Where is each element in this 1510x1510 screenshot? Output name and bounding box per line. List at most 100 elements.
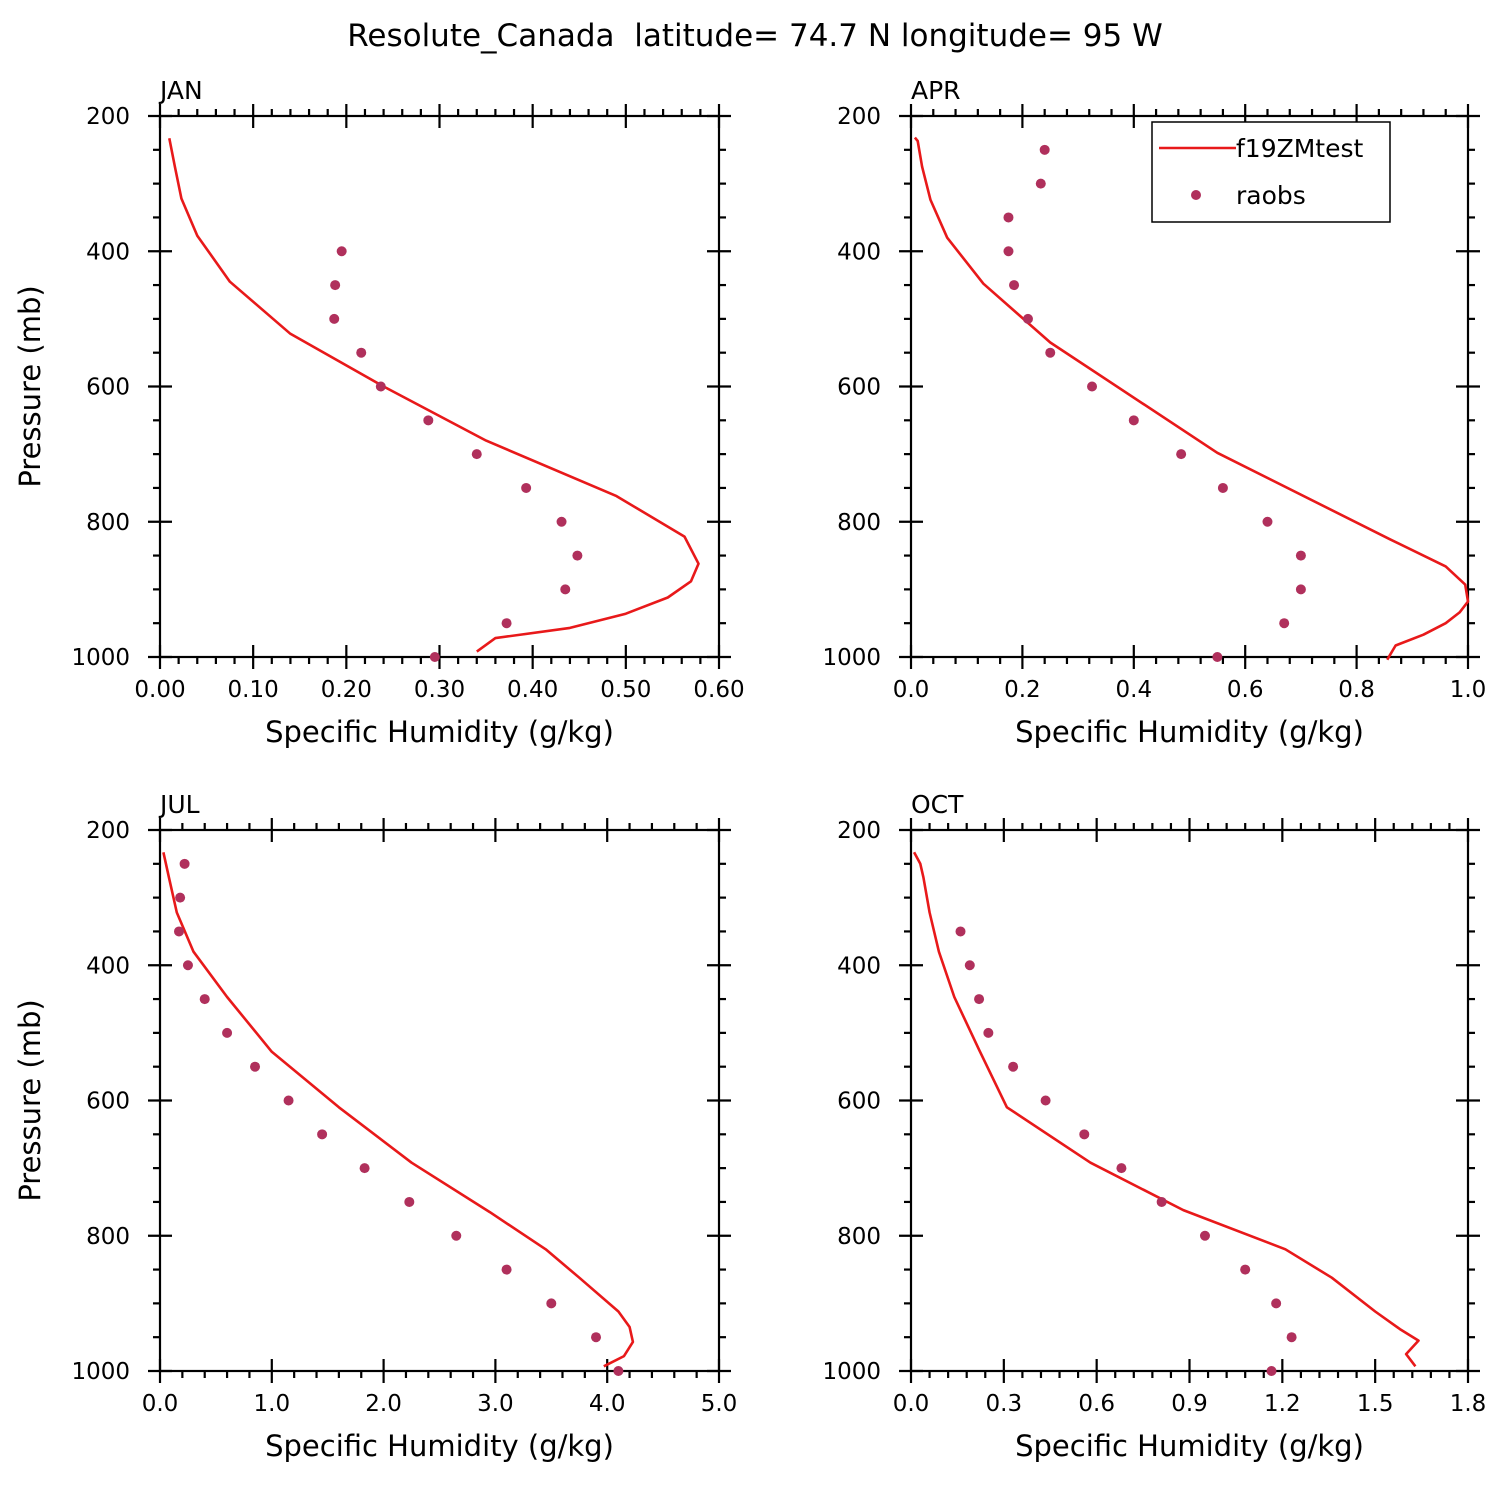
x-tick-label: 0.40 [507, 677, 558, 703]
legend-label-obs: raobs [1236, 181, 1306, 210]
obs-point [1039, 144, 1050, 155]
panel-title: JUL [158, 790, 200, 819]
obs-point [1271, 1298, 1282, 1309]
x-tick-label: 0.3 [986, 1391, 1023, 1417]
x-tick-label: 5.0 [701, 1391, 738, 1417]
obs-point [199, 994, 210, 1005]
obs-point [560, 584, 571, 595]
panel-title: JAN [158, 76, 203, 105]
obs-point [1156, 1196, 1167, 1207]
obs-point [330, 280, 341, 291]
legend-box [1151, 121, 1391, 223]
y-tick-label: 600 [86, 375, 130, 401]
x-tick-label: 1.2 [1264, 1391, 1301, 1417]
obs-point [356, 347, 367, 358]
y-tick-label: 1000 [822, 1359, 881, 1385]
obs-point [404, 1196, 415, 1207]
x-tick-label: 1.0 [254, 1391, 291, 1417]
x-tick-label: 0.6 [1078, 1391, 1115, 1417]
y-tick-label: 800 [837, 510, 881, 536]
model-line [168, 138, 700, 653]
x-tick-label: 0.0 [893, 1391, 930, 1417]
obs-point [1022, 313, 1033, 324]
obs-point [1199, 1230, 1210, 1241]
obs-point [1295, 584, 1306, 595]
x-tick-label: 1.0 [1450, 677, 1487, 703]
obs-point [983, 1027, 994, 1038]
obs-point [336, 246, 347, 257]
obs-point [1008, 1061, 1019, 1072]
obs-point [501, 1264, 512, 1275]
x-tick-label: 0.0 [893, 677, 930, 703]
obs-point [1128, 415, 1139, 426]
obs-point [175, 892, 186, 903]
model-line [912, 851, 1420, 1368]
x-tick-label: 2.0 [365, 1391, 402, 1417]
obs-point [174, 926, 185, 937]
figure-title: Resolute_Canada latitude= 74.7 N longitu… [347, 18, 1163, 54]
obs-point [182, 960, 193, 971]
x-tick-label: 0.20 [321, 677, 372, 703]
x-tick-label: 0.50 [600, 677, 651, 703]
panel-jul: 0.0 1.0 2.0 3.0 4.0 5.0 200 400 600 800 1000 JUL Spe… [13, 790, 737, 1463]
panel-apr: 0.0 0.2 0.4 0.6 0.8 1.0 200 400 600 800 1000 APR Spe… [822, 76, 1486, 749]
obs-point [1262, 516, 1273, 527]
obs-point [359, 1163, 370, 1174]
y-tick-label: 600 [86, 1089, 130, 1115]
x-tick-label: 0.0 [142, 1391, 179, 1417]
obs-point [471, 449, 482, 460]
obs-point [1286, 1332, 1297, 1343]
x-tick-label: 1.8 [1450, 1391, 1487, 1417]
y-tick-label: 400 [86, 953, 130, 979]
y-axis-label: Pressure (mb) [13, 285, 47, 487]
panel-jan: 0.00 0.10 0.20 0.30 0.40 0.50 0.60 200 400 600 800… [13, 76, 745, 749]
obs-point [451, 1230, 462, 1241]
x-axis-label: Specific Humidity (g/kg) [1015, 715, 1364, 749]
obs-point [1009, 280, 1020, 291]
x-tick-label: 0.8 [1338, 677, 1375, 703]
y-tick-label: 400 [86, 239, 130, 265]
obs-point [1217, 482, 1228, 493]
x-axis-label: Specific Humidity (g/kg) [265, 1429, 614, 1463]
obs-point [1212, 652, 1223, 662]
obs-point [179, 858, 190, 869]
obs-point [1079, 1129, 1090, 1140]
y-tick-label: 1000 [71, 1359, 130, 1385]
y-tick-label: 200 [837, 818, 881, 844]
x-tick-label: 0.10 [228, 677, 279, 703]
y-tick-label: 400 [837, 239, 881, 265]
panels: 0.00 0.10 0.20 0.30 0.40 0.50 0.60 200 400 600 800… [13, 76, 1486, 1463]
x-tick-label: 0.6 [1227, 677, 1264, 703]
x-tick-label: 0.4 [1116, 677, 1153, 703]
x-tick-label: 0.30 [414, 677, 465, 703]
y-tick-label: 200 [86, 104, 130, 130]
legend-dot-swatch [1191, 190, 1201, 200]
x-tick-label: 0.2 [1004, 677, 1041, 703]
obs-point [1003, 246, 1014, 257]
model-line [162, 852, 635, 1368]
obs-point [501, 618, 512, 629]
x-tick-label: 4.0 [589, 1391, 626, 1417]
obs-point [329, 313, 340, 324]
x-axis-label: Specific Humidity (g/kg) [1015, 1429, 1364, 1463]
obs-point [429, 652, 440, 662]
obs-point [546, 1298, 557, 1309]
obs-point [222, 1027, 233, 1038]
obs-point [591, 1332, 602, 1343]
x-axis-label: Specific Humidity (g/kg) [265, 715, 614, 749]
legend: f19ZMtest raobs [1151, 121, 1391, 223]
obs-point [283, 1095, 294, 1106]
y-tick-label: 800 [837, 1224, 881, 1250]
obs-point [250, 1061, 261, 1072]
obs-point [1116, 1163, 1127, 1174]
y-tick-label: 600 [837, 1089, 881, 1115]
obs-point [1003, 212, 1014, 223]
obs-point [375, 381, 386, 392]
obs-point [317, 1129, 328, 1140]
y-tick-label: 600 [837, 375, 881, 401]
obs-point [964, 960, 975, 971]
obs-point [1240, 1264, 1251, 1275]
panel-oct: 0.0 0.3 0.6 0.9 1.2 1.5 1.8 200 400 600 800 1000 OCT… [822, 790, 1486, 1463]
